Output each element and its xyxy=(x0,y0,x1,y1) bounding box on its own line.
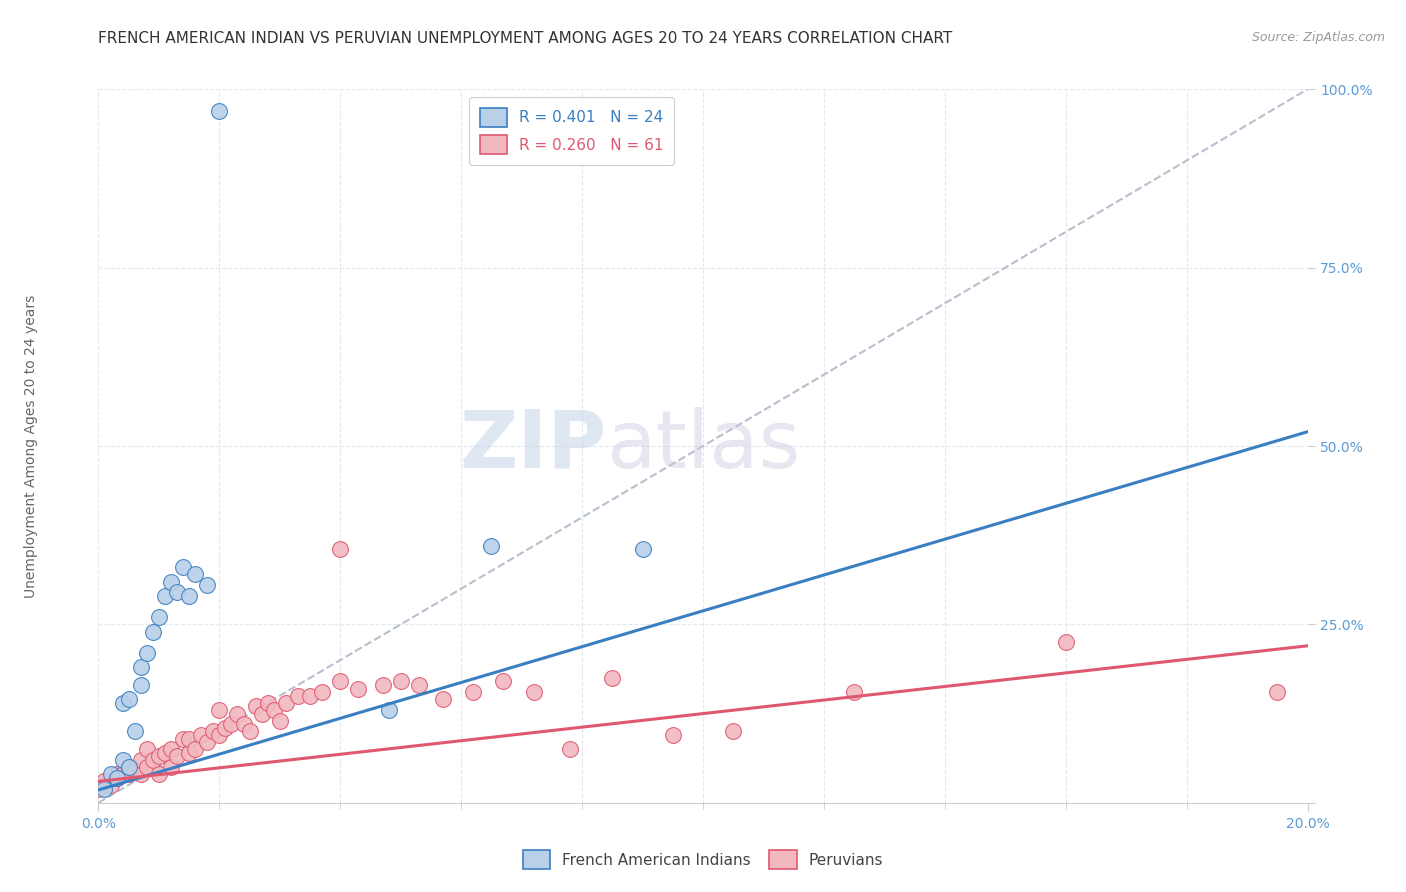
Point xyxy=(129,660,152,674)
Point xyxy=(463,685,485,699)
Point xyxy=(1267,685,1289,699)
Point xyxy=(239,724,262,739)
Text: Source: ZipAtlas.com: Source: ZipAtlas.com xyxy=(1251,31,1385,45)
Point xyxy=(160,742,183,756)
Point xyxy=(135,646,157,660)
Point xyxy=(195,735,218,749)
Point xyxy=(124,724,146,739)
Point xyxy=(172,560,194,574)
Point xyxy=(105,771,128,785)
Point xyxy=(377,703,399,717)
Point xyxy=(111,767,134,781)
Legend: French American Indians, Peruvians: French American Indians, Peruvians xyxy=(516,844,890,875)
Text: atlas: atlas xyxy=(606,407,800,485)
Point xyxy=(93,774,115,789)
Point xyxy=(208,103,231,118)
Point xyxy=(662,728,685,742)
Point xyxy=(179,731,201,746)
Point xyxy=(287,689,309,703)
Point xyxy=(371,678,394,692)
Point xyxy=(558,742,581,756)
Point xyxy=(129,753,152,767)
Point xyxy=(389,674,412,689)
Legend: R = 0.401   N = 24, R = 0.260   N = 61: R = 0.401 N = 24, R = 0.260 N = 61 xyxy=(468,97,675,165)
Point xyxy=(1054,635,1077,649)
Point xyxy=(274,696,297,710)
Point xyxy=(160,574,183,589)
Point xyxy=(481,539,503,553)
Point xyxy=(329,674,352,689)
Point xyxy=(631,542,654,557)
Point xyxy=(100,778,122,792)
Point xyxy=(311,685,333,699)
Point xyxy=(118,767,141,781)
Point xyxy=(184,567,207,582)
Point xyxy=(329,542,352,557)
Point xyxy=(142,624,165,639)
Point xyxy=(105,771,128,785)
Point xyxy=(432,692,454,706)
Point xyxy=(184,742,207,756)
Point xyxy=(153,746,176,760)
Point xyxy=(226,706,249,721)
Text: ZIP: ZIP xyxy=(458,407,606,485)
Point xyxy=(142,753,165,767)
Point xyxy=(299,689,322,703)
Point xyxy=(135,760,157,774)
Point xyxy=(408,678,430,692)
Point xyxy=(269,714,291,728)
Point xyxy=(523,685,546,699)
Point xyxy=(202,724,225,739)
Point xyxy=(166,585,188,599)
Point xyxy=(179,746,201,760)
Text: Unemployment Among Ages 20 to 24 years: Unemployment Among Ages 20 to 24 years xyxy=(24,294,38,598)
Point xyxy=(172,731,194,746)
Point xyxy=(195,578,218,592)
Point xyxy=(602,671,624,685)
Point xyxy=(245,699,267,714)
Point xyxy=(135,742,157,756)
Point xyxy=(221,717,243,731)
Point xyxy=(87,781,110,796)
Point xyxy=(208,728,231,742)
Point xyxy=(232,717,254,731)
Point xyxy=(166,749,188,764)
Point xyxy=(256,696,278,710)
Point xyxy=(129,767,152,781)
Point xyxy=(250,706,273,721)
Point xyxy=(111,696,134,710)
Point xyxy=(93,781,115,796)
Point xyxy=(129,678,152,692)
Point xyxy=(118,692,141,706)
Point xyxy=(148,749,170,764)
Point xyxy=(492,674,515,689)
Point xyxy=(111,753,134,767)
Point xyxy=(148,610,170,624)
Point xyxy=(179,589,201,603)
Point xyxy=(208,703,231,717)
Point xyxy=(844,685,866,699)
Point xyxy=(347,681,370,696)
Point xyxy=(118,760,141,774)
Point xyxy=(105,767,128,781)
Point xyxy=(124,764,146,778)
Point xyxy=(263,703,285,717)
Text: FRENCH AMERICAN INDIAN VS PERUVIAN UNEMPLOYMENT AMONG AGES 20 TO 24 YEARS CORREL: FRENCH AMERICAN INDIAN VS PERUVIAN UNEMP… xyxy=(98,31,953,46)
Point xyxy=(153,589,176,603)
Point xyxy=(214,721,236,735)
Point xyxy=(160,760,183,774)
Point xyxy=(93,778,115,792)
Point xyxy=(148,767,170,781)
Point xyxy=(100,767,122,781)
Point xyxy=(723,724,745,739)
Point xyxy=(190,728,212,742)
Point xyxy=(118,760,141,774)
